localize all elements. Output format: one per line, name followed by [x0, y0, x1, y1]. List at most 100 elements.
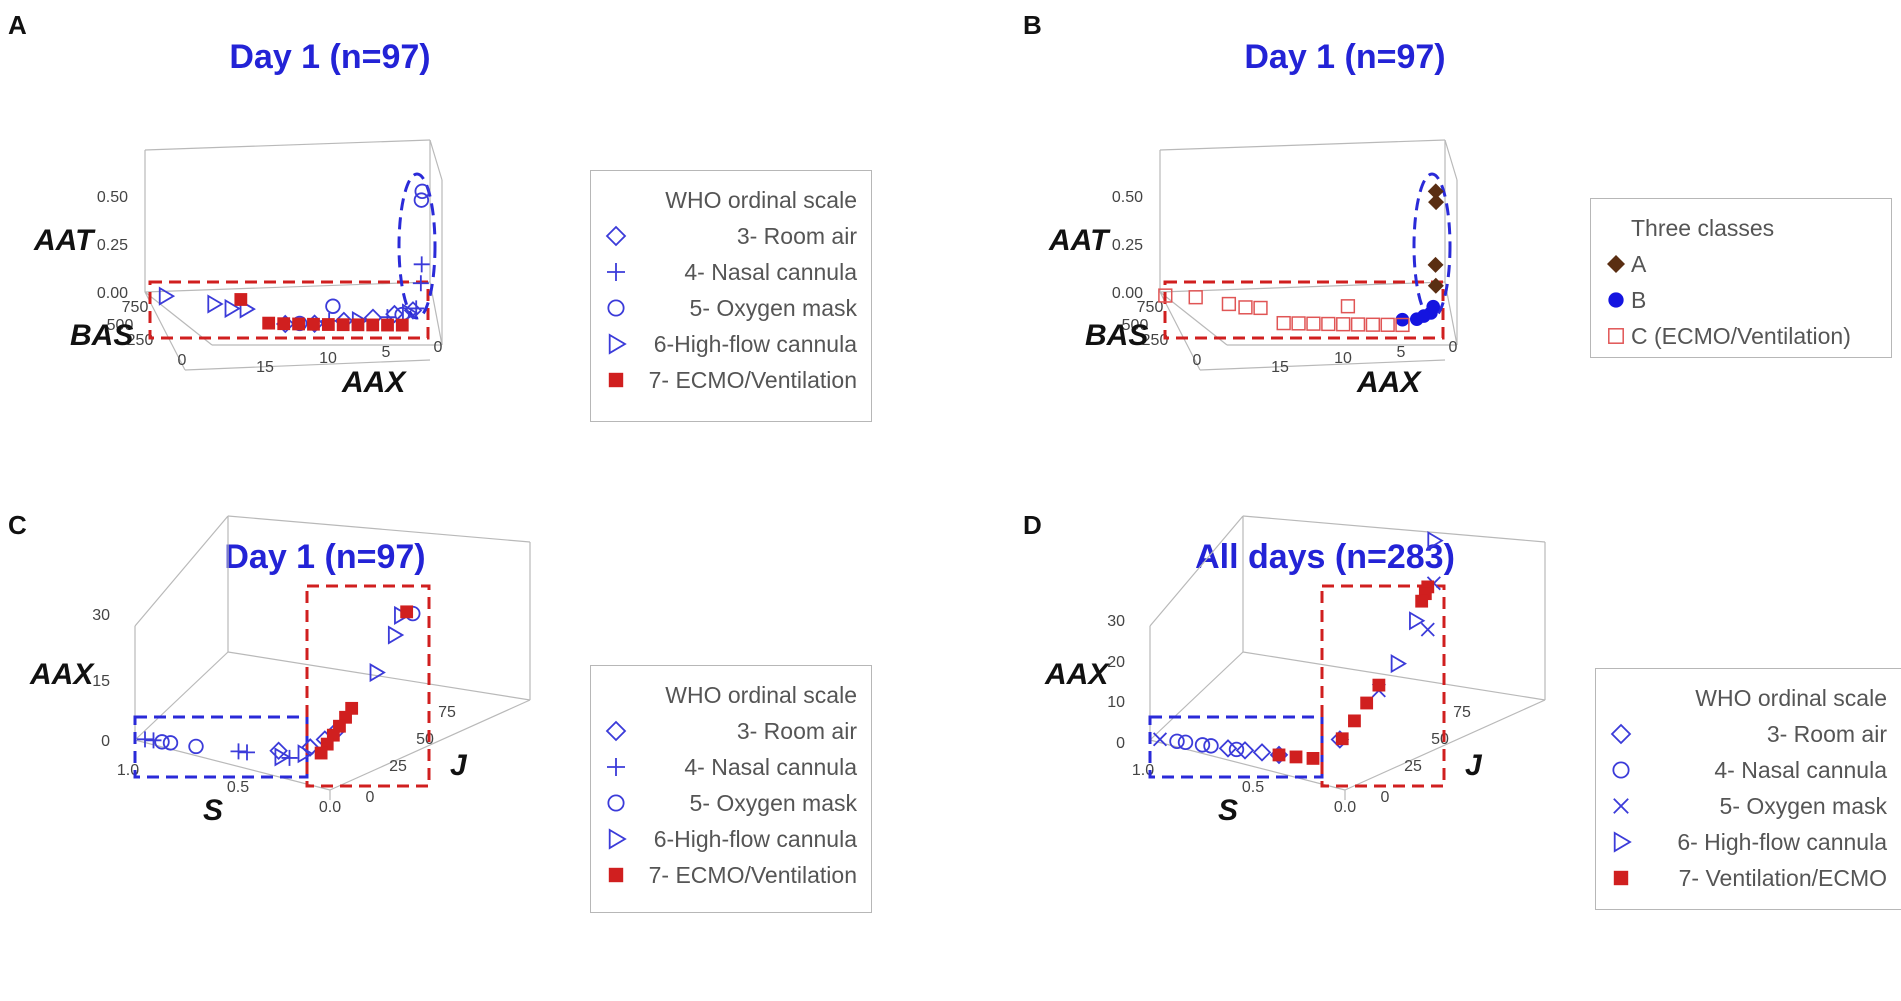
data-point [1335, 732, 1349, 746]
legend-symbol [1612, 761, 1630, 779]
triangle-right-icon [608, 333, 627, 355]
box-edge [144, 139, 431, 151]
data-point [207, 294, 224, 314]
legend-item: 4- Nasal cannula [591, 254, 871, 290]
y-tick-label: 0 [178, 352, 187, 369]
legend-symbol [607, 263, 625, 281]
circle-dot-icon [607, 299, 625, 317]
data-point [325, 298, 341, 314]
data-point [1395, 317, 1410, 333]
legend-symbol [1607, 255, 1625, 273]
data-point [1272, 748, 1286, 762]
highlight-regions [1163, 172, 1452, 340]
box-edge [227, 515, 531, 543]
data-point [162, 735, 179, 751]
data-point [1372, 678, 1386, 692]
legend-symbol [1608, 292, 1624, 308]
legend-symbol [607, 794, 625, 812]
panel-d: D All days (n=283) 30 20 10 0 1.0 0.5 0.0 0 25 50… [1015, 500, 1901, 1000]
legend-title: Three classes [1631, 215, 1775, 241]
data-point [400, 605, 414, 619]
data-point [307, 317, 320, 331]
y-tick-label: 25 [389, 758, 407, 775]
highlight-regions [148, 172, 437, 340]
x-axis-label: AAX [1356, 366, 1422, 399]
filled-circle-icon [1608, 292, 1624, 308]
x-tick-label: 5 [1397, 344, 1406, 361]
legend-item: 7- ECMO/Ventilation [591, 362, 871, 398]
data-point [1289, 750, 1303, 764]
y-tick-label: 75 [1453, 704, 1471, 721]
data-point [234, 293, 248, 306]
legend-item: 7- Ventilation/ECMO [1596, 860, 1901, 896]
data-point [1409, 611, 1426, 631]
box-edge [184, 359, 431, 371]
plus-icon [607, 263, 625, 281]
z-axis-label: AAT [1048, 224, 1111, 257]
red-dashed-region [1320, 584, 1446, 788]
z-tick-label: 15 [92, 673, 110, 690]
box-edge [1159, 291, 1201, 371]
panel-label: A [8, 10, 27, 40]
data-point [1390, 654, 1407, 674]
z-tick-label: 30 [1107, 613, 1125, 630]
legend-symbol [1613, 798, 1629, 814]
x-tick-label: 10 [319, 350, 337, 367]
z-tick-label: 0 [101, 733, 110, 750]
data-point [321, 318, 335, 331]
legend-item: B [1591, 282, 1891, 318]
box-edge [134, 515, 229, 627]
data-point [1427, 183, 1444, 200]
legend-item: 3- Room air [591, 713, 871, 749]
legend-item: 6- High-flow cannula [1596, 824, 1901, 860]
data-point [1291, 316, 1306, 331]
data-point [1336, 317, 1351, 332]
z-tick-label: 0.00 [97, 285, 128, 302]
box-edge [144, 281, 431, 293]
z-tick-label: 0.25 [97, 237, 128, 254]
legend-symbol [608, 867, 624, 883]
legend-c: WHO ordinal scale 3- Room air 4- Nasal c… [590, 665, 872, 913]
data-point [1340, 299, 1356, 314]
legend-item: 6-High-flow cannula [591, 821, 871, 857]
data-point [1427, 531, 1444, 551]
red-dashed-region [1163, 280, 1445, 340]
x-tick-label: 0.0 [1334, 799, 1356, 816]
y-axis-label: J [450, 749, 468, 782]
z-tick-label: 10 [1107, 694, 1125, 711]
data-point [224, 298, 241, 319]
panel-title: Day 1 (n=97) [229, 38, 431, 76]
data-point [1415, 594, 1429, 608]
data-point [137, 731, 153, 748]
square-dot-icon [1608, 328, 1624, 344]
legend-item: 4- Nasal cannula [1596, 752, 1901, 788]
y-tick-label: 500 [1122, 317, 1149, 334]
data-point [274, 747, 291, 767]
legend-item: 3- Room air [591, 218, 871, 254]
data-point [1169, 733, 1185, 750]
y-tick-label: 50 [416, 731, 434, 748]
x-tick-label: 0.5 [227, 779, 249, 796]
z-tick-label: 0.00 [1112, 285, 1143, 302]
legend-symbol [605, 720, 627, 742]
legend-title: WHO ordinal scale [665, 682, 857, 708]
panel-title: Day 1 (n=97) [224, 538, 426, 576]
data-point [1427, 256, 1444, 273]
circle-dot-icon [1612, 761, 1630, 779]
panel-label: D [1023, 510, 1042, 540]
z-axis-label: AAX [29, 658, 95, 691]
y-tick-label: 750 [122, 299, 149, 316]
y-tick-label: 0 [1381, 789, 1390, 806]
data-point [158, 286, 176, 306]
data-point [414, 183, 430, 200]
data-point [188, 738, 204, 755]
legend-item: 5- Oxygen mask [591, 290, 871, 326]
data-point [369, 662, 386, 683]
z-tick-label: 0.50 [1112, 189, 1143, 206]
x-tick-label: 10 [1334, 350, 1352, 367]
filled-diamond-icon [1607, 255, 1625, 273]
z-tick-label: 30 [92, 607, 110, 624]
